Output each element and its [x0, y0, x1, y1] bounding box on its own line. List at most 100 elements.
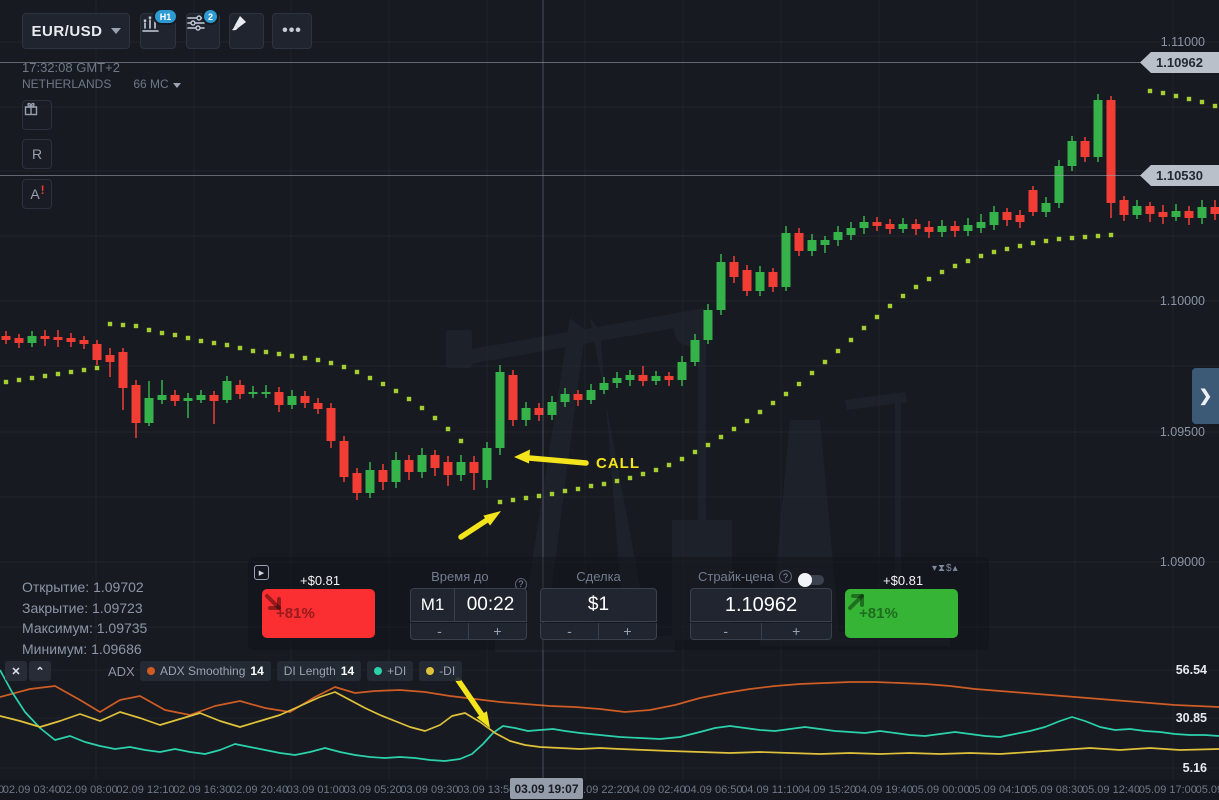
ohlc-line: Открытие: 1.09702: [22, 579, 144, 595]
put-profit-label: +$0.81: [300, 573, 341, 591]
candle: [482, 448, 492, 480]
candle: [664, 376, 674, 380]
legend-chip-adx-smoothing[interactable]: ADX Smoothing 14: [140, 661, 271, 681]
legend-chip--di[interactable]: -DI: [419, 661, 463, 681]
candle: [170, 395, 180, 401]
candle: [872, 222, 882, 226]
candle: [118, 352, 128, 388]
candle: [859, 222, 869, 228]
signals-button[interactable]: R: [22, 139, 52, 169]
current-price-line: [0, 175, 1141, 176]
legend-label: +DI: [387, 664, 407, 678]
strike-plus-button[interactable]: +: [792, 623, 801, 639]
legend-chip-di-length[interactable]: DI Length 14: [276, 661, 362, 681]
candle: [729, 262, 739, 277]
panel-mini-icons[interactable]: ▾⧗$▴: [932, 563, 959, 574]
indicator-collapse-button[interactable]: ⌃: [29, 661, 51, 681]
amount-input[interactable]: $1: [540, 588, 657, 622]
ohlc-readout: Открытие: 1.09702 Закрытие: 1.09723 Максим…: [22, 577, 147, 659]
time-axis-label: 01.09 23:20: [0, 784, 5, 796]
amount-plus-button[interactable]: +: [623, 623, 632, 639]
help-icon[interactable]: ?: [779, 570, 793, 583]
candle: [781, 233, 791, 287]
expand-panel-button[interactable]: ❯: [1192, 368, 1219, 424]
collapse-icon: ⌃: [35, 665, 45, 678]
candle: [625, 375, 635, 380]
indicator-close-button[interactable]: ✕: [5, 661, 27, 681]
time-axis-label: 04.09 15:20: [798, 784, 857, 796]
candle: [248, 392, 258, 394]
candle: [1028, 190, 1038, 212]
adx-indicator-lines: [0, 669, 1219, 762]
legend-value: 14: [250, 664, 264, 678]
expiry-time-input[interactable]: M1 00:22: [410, 588, 527, 622]
time-minus-button[interactable]: -: [411, 623, 469, 639]
drawing-tools-button[interactable]: [229, 13, 264, 49]
legend-label: ADX Smoothing: [160, 664, 246, 678]
analysis-button[interactable]: A!: [22, 179, 52, 209]
amount-minus-button[interactable]: -: [541, 623, 599, 639]
gift-button[interactable]: [22, 100, 52, 130]
current-time-badge: 03.09 19:07: [510, 778, 583, 799]
candle: [586, 390, 596, 400]
call-button[interactable]: +81%: [845, 589, 958, 638]
candle: [157, 395, 167, 400]
time-stepper: - +: [410, 623, 527, 640]
legend-chip--di[interactable]: +DI: [367, 661, 414, 681]
panel-play-button[interactable]: ▶: [254, 565, 269, 580]
put-payout-label: +81%: [276, 605, 315, 622]
strike-toggle[interactable]: [798, 573, 824, 587]
sliders-icon: [187, 15, 205, 31]
candle: [638, 375, 648, 381]
candle: [1041, 203, 1051, 212]
strike-price-line: [0, 62, 1141, 63]
candle: [1132, 206, 1142, 215]
candle: [14, 338, 24, 343]
legend-label: -DI: [439, 664, 456, 678]
candle: [690, 340, 700, 362]
time-plus-button[interactable]: +: [493, 623, 502, 639]
asset-pair-selector[interactable]: EUR/USD: [22, 13, 130, 49]
candle: [1080, 141, 1090, 157]
pair-label: EUR/USD: [31, 22, 103, 40]
candle: [495, 372, 505, 448]
strike-minus-button[interactable]: -: [691, 623, 762, 639]
price-tick-label: 1.11000: [1160, 35, 1205, 49]
time-axis-label: 05.09 17:00: [1138, 784, 1197, 796]
strike-value: 1.10962: [724, 593, 798, 616]
strike-price-input[interactable]: 1.10962: [690, 588, 832, 622]
series-color-dot: [374, 667, 383, 675]
candle: [261, 392, 271, 394]
candle: [794, 233, 804, 251]
candle: [92, 344, 102, 360]
account-selector[interactable]: 66 MC: [133, 77, 181, 91]
trade-panel: ▶ +$0.81 +81% Время до покупки ? M1 00:2…: [248, 557, 989, 650]
amount-group-label: Сделка: [576, 569, 621, 584]
time-axis-label: 02.09 03:40: [2, 784, 61, 796]
play-icon: ▶: [258, 569, 265, 577]
candle: [339, 441, 349, 477]
timeframe-cell[interactable]: M1: [411, 589, 455, 621]
candle: [1210, 207, 1219, 214]
top-toolbar: EUR/USD H1: [0, 0, 1219, 56]
candle: [573, 394, 583, 400]
put-button[interactable]: +81%: [262, 589, 375, 638]
current-price-tag: 1.10530: [1140, 165, 1219, 186]
time-axis-label: 03.09 13:50: [457, 784, 516, 796]
candle: [391, 460, 401, 482]
countdown-cell: 00:22: [466, 594, 515, 615]
gift-icon: [24, 102, 38, 116]
call-payout-label: +81%: [859, 605, 898, 622]
candle: [79, 340, 89, 344]
price-tick-label: 1.09000: [1159, 555, 1205, 569]
ohlc-line: Закрытие: 1.09723: [22, 599, 143, 616]
candle: [1158, 212, 1168, 217]
arrow-up-right-icon: [848, 594, 864, 610]
candle: [1119, 200, 1129, 215]
ohlc-line: Максимум: 1.09735: [22, 620, 148, 636]
more-tools-button[interactable]: •••: [272, 13, 312, 49]
legend-label: DI Length: [283, 664, 336, 678]
candle: [196, 395, 206, 400]
candle: [742, 270, 752, 291]
